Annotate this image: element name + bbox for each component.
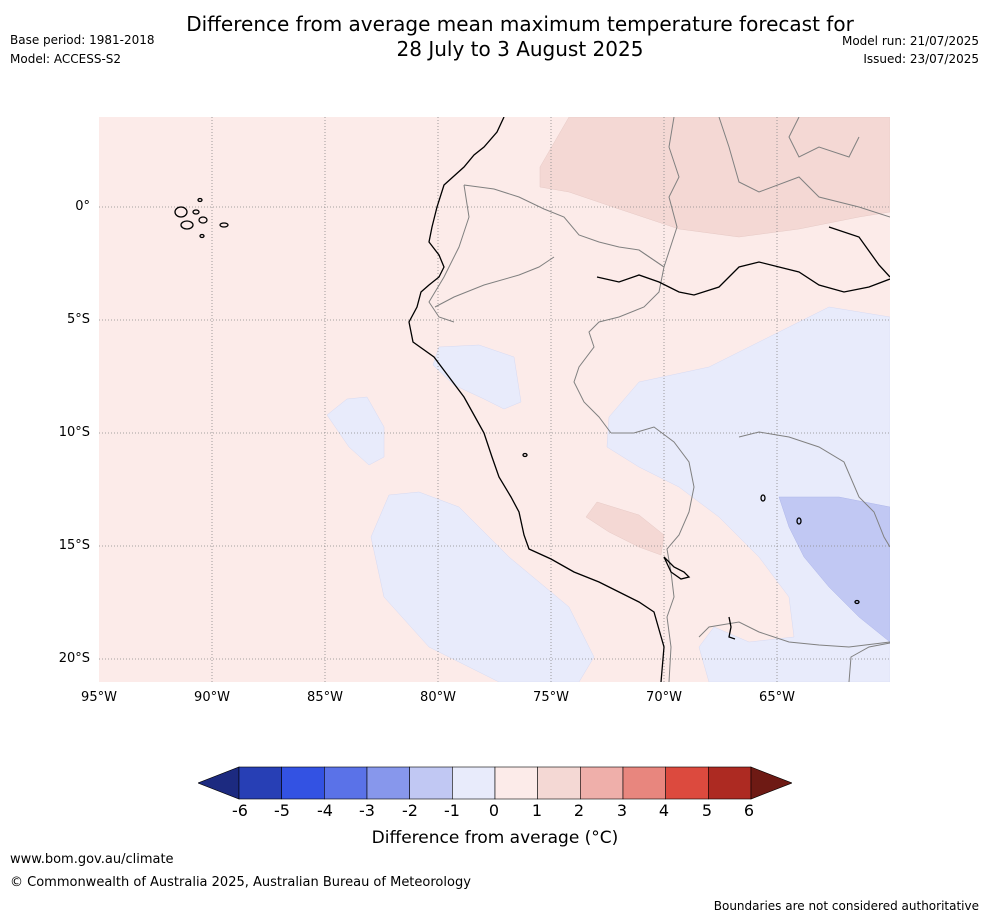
colorbar-label: 5 — [701, 801, 713, 820]
colorbar-swatch — [281, 766, 325, 800]
colorbar-swatch — [537, 766, 581, 800]
colorbar-swatch — [708, 766, 752, 800]
colorbar-swatch — [366, 766, 410, 800]
copyright: © Commonwealth of Australia 2025, Austra… — [10, 875, 471, 890]
colorbar-swatch — [665, 766, 709, 800]
colorbar-label: 6 — [743, 801, 755, 820]
colorbar-label: -4 — [317, 801, 333, 820]
colorbar-label: -2 — [402, 801, 418, 820]
colorbar-swatch — [452, 766, 496, 800]
base-period: Base period: 1981-2018 — [10, 33, 155, 47]
website-url: www.bom.gov.au/climate — [10, 852, 174, 867]
lon-label-75w: 75°W — [533, 690, 569, 705]
colorbar-arrow-high — [750, 766, 792, 800]
colorbar-label: -5 — [274, 801, 290, 820]
title-line-1: Difference from average mean maximum tem… — [186, 12, 854, 36]
colorbar-swatch — [622, 766, 666, 800]
colorbar-label: -1 — [444, 801, 460, 820]
model-name: Model: ACCESS-S2 — [10, 52, 122, 66]
lon-label-70w: 70°W — [646, 690, 682, 705]
colorbar-label: 3 — [616, 801, 628, 820]
colorbar-swatch — [238, 766, 282, 800]
cool-anomaly-strong — [778, 496, 890, 643]
colorbar — [198, 766, 792, 800]
lat-label-15s: 15°S — [58, 538, 90, 553]
issued-date: Issued: 23/07/2025 — [863, 52, 979, 66]
lon-label-90w: 90°W — [194, 690, 230, 705]
cool-anomaly-offshore-peru — [432, 344, 522, 410]
colorbar-label: 2 — [573, 801, 585, 820]
lon-label-95w: 95°W — [81, 690, 117, 705]
title-line-2: 28 July to 3 August 2025 — [396, 37, 644, 61]
graticule — [99, 117, 890, 682]
country-borders — [428, 117, 890, 682]
colorbar-title: Difference from average (°C) — [371, 828, 619, 848]
lon-label-65w: 65°W — [759, 690, 795, 705]
cool-anomaly-west — [326, 396, 385, 466]
cool-anomaly-east — [606, 306, 890, 682]
colorbar-label: -3 — [359, 801, 375, 820]
colorbar-swatch — [494, 766, 538, 800]
warm-anomaly-patch — [585, 501, 665, 556]
disclaimer: Boundaries are not considered authoritat… — [713, 899, 979, 913]
lat-label-5s: 5°S — [66, 312, 90, 327]
colorbar-swatch — [409, 766, 453, 800]
cool-anomaly-south — [370, 491, 595, 682]
colorbar-label: 1 — [531, 801, 543, 820]
coastline — [174, 117, 890, 682]
lat-label-10s: 10°S — [58, 425, 90, 440]
colorbar-label: -6 — [232, 801, 248, 820]
model-run: Model run: 21/07/2025 — [841, 34, 979, 48]
colorbar-arrow-low — [198, 766, 240, 800]
colorbar-swatch — [324, 766, 368, 800]
lon-label-80w: 80°W — [420, 690, 456, 705]
lat-label-0: 0° — [75, 199, 90, 214]
forecast-map — [99, 117, 890, 682]
colorbar-label: 0 — [488, 801, 500, 820]
map-title: Difference from average mean maximum tem… — [150, 12, 890, 62]
colorbar-swatch — [580, 766, 624, 800]
colorbar-label: 4 — [658, 801, 670, 820]
lat-label-20s: 20°S — [58, 651, 90, 666]
lon-label-85w: 85°W — [307, 690, 343, 705]
